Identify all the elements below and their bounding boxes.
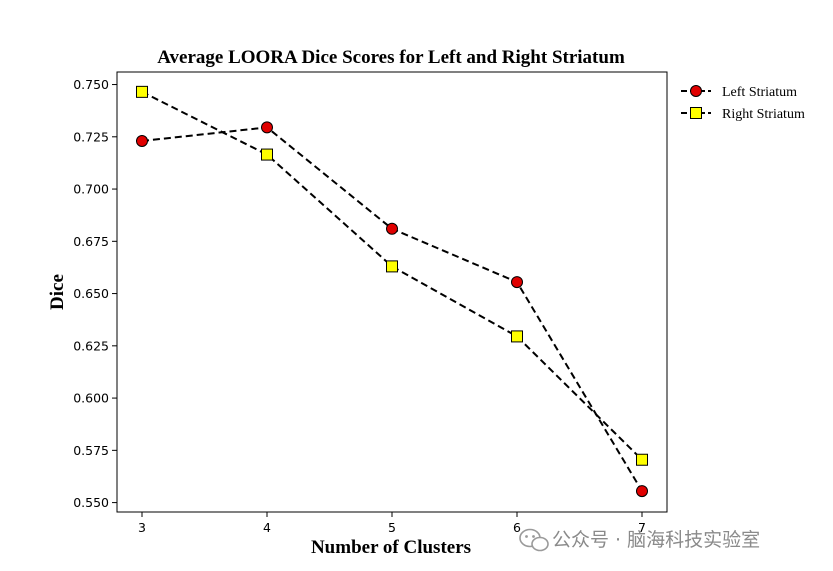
data-point-right-striatum bbox=[261, 148, 273, 161]
legend-marker bbox=[690, 107, 702, 119]
legend-label: Left Striatum bbox=[722, 85, 797, 100]
y-tick-label: 0.675 bbox=[73, 234, 109, 249]
series-left-striatum bbox=[136, 121, 648, 498]
chart-title: Average LOORA Dice Scores for Left and R… bbox=[157, 47, 625, 68]
data-point-left-striatum bbox=[386, 222, 398, 235]
series-line-left-striatum bbox=[141, 126, 643, 492]
plot-frame bbox=[116, 71, 668, 513]
x-tick-label: 5 bbox=[388, 520, 396, 535]
series-line-right-striatum bbox=[141, 90, 643, 461]
y-tick-label: 0.575 bbox=[73, 443, 109, 458]
data-point-right-striatum bbox=[136, 85, 148, 98]
data-point-right-striatum bbox=[386, 260, 398, 273]
data-point-left-striatum bbox=[511, 276, 523, 289]
data-point-right-striatum bbox=[511, 330, 523, 343]
y-tick-label: 0.625 bbox=[73, 338, 109, 353]
data-point-right-striatum bbox=[636, 453, 648, 466]
watermark: 公众号 · 脑海科技实验室 bbox=[519, 528, 760, 552]
y-tick-label: 0.550 bbox=[73, 495, 109, 510]
data-point-left-striatum bbox=[136, 134, 148, 147]
x-axis: 3 4 5 6 7 bbox=[138, 512, 646, 535]
series-layer bbox=[136, 85, 648, 498]
x-tick-label: 6 bbox=[513, 520, 521, 535]
y-tick-label: 0.725 bbox=[73, 129, 109, 144]
x-tick-label: 7 bbox=[638, 520, 646, 535]
wechat-icon bbox=[519, 528, 549, 552]
y-tick-label: 0.600 bbox=[73, 391, 109, 406]
y-axis-label: Dice bbox=[47, 274, 68, 310]
data-point-left-striatum bbox=[636, 485, 648, 498]
legend-label: Right Striatum bbox=[722, 107, 805, 122]
series-right-striatum bbox=[136, 85, 648, 466]
y-tick-label: 0.750 bbox=[73, 77, 109, 92]
x-tick-label: 4 bbox=[263, 520, 271, 535]
legend: Left Striatum Right Striatum bbox=[681, 85, 805, 122]
legend-item-right-striatum: Right Striatum bbox=[681, 107, 805, 122]
watermark-text: 公众号 · 脑海科技实验室 bbox=[552, 529, 760, 551]
y-axis: 0.550 0.575 0.600 0.625 0.650 0.675 0.700 0.725… bbox=[73, 77, 117, 510]
x-tick-label: 3 bbox=[138, 520, 146, 535]
legend-marker bbox=[690, 85, 702, 97]
data-point-left-striatum bbox=[261, 121, 273, 134]
legend-item-left-striatum: Left Striatum bbox=[681, 85, 797, 100]
x-axis-label: Number of Clusters bbox=[311, 537, 471, 558]
y-tick-label: 0.700 bbox=[73, 182, 109, 197]
y-tick-label: 0.650 bbox=[73, 286, 109, 301]
